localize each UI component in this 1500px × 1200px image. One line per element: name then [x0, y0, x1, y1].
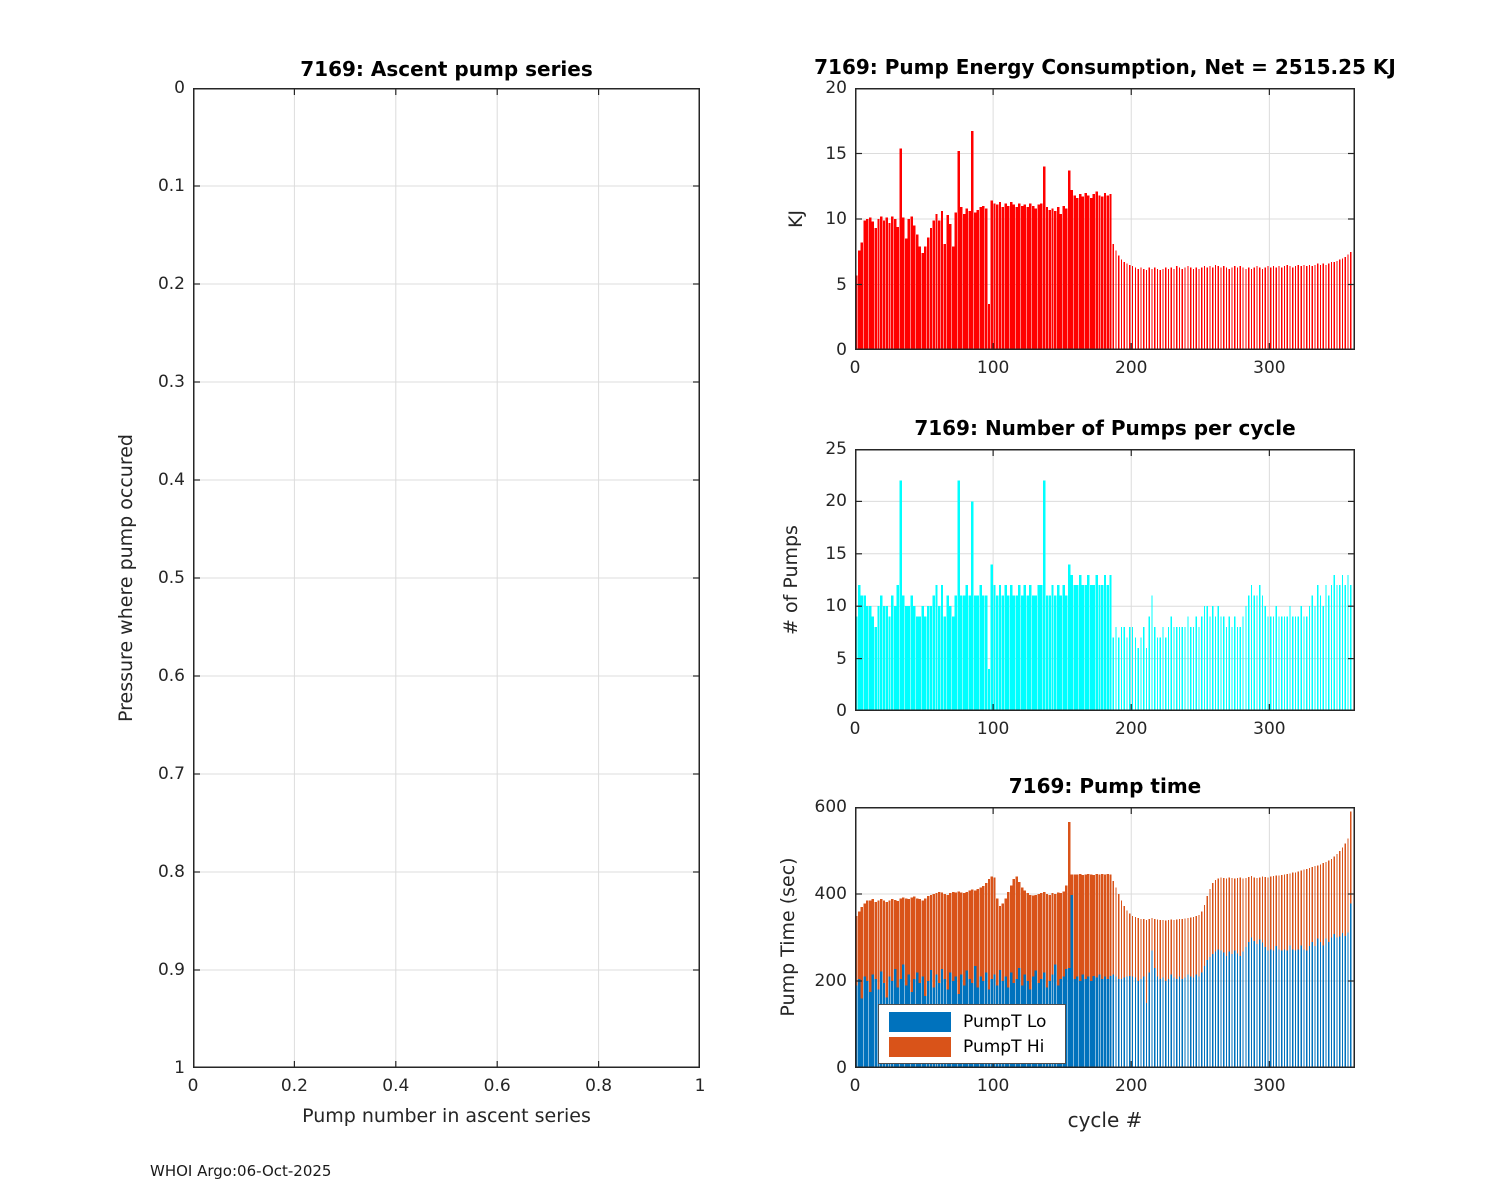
y-tick-label: 15 [825, 143, 847, 164]
pump-time-chart-title: 7169: Pump time [1008, 774, 1202, 798]
ascent-chart-canvas [193, 88, 700, 1068]
y-tick-label: 5 [836, 648, 847, 669]
y-tick-label: 10 [825, 596, 847, 617]
y-tick-label: 0 [836, 701, 847, 721]
y-tick-label: 0.9 [157, 960, 185, 980]
y-tick-label: 0.3 [157, 372, 185, 392]
x-tick-label: 200 [1115, 358, 1148, 378]
y-tick-label: 0.8 [157, 862, 185, 882]
x-tick-label: 100 [976, 358, 1010, 378]
pump-energy-chart-canvas [855, 88, 1355, 350]
y-tick-label: 20 [825, 491, 847, 512]
ascent-pump-series-chart: 7169: Ascent pump series Pressure where … [113, 43, 773, 1183]
y-tick-label: 0.4 [157, 470, 185, 490]
y-tick-label: 10 [825, 209, 847, 229]
y-tick-label: 0.2 [157, 274, 185, 294]
y-tick-label: 0.6 [157, 666, 185, 686]
pumpt-lo-label: PumpT Lo [963, 1011, 1047, 1032]
x-tick-label: 0.8 [585, 1076, 613, 1096]
y-tick-label: 0 [174, 78, 185, 98]
legend-row-pumpt-lo: PumpT Lo [889, 1011, 1055, 1032]
pump-time-x-axis-label: cycle # [1067, 1108, 1143, 1132]
y-tick-label: 15 [825, 543, 847, 564]
pumpt-hi-swatch [889, 1036, 951, 1057]
x-tick-label: 0 [187, 1076, 199, 1096]
figure-footer: WHOI Argo:06-Oct-2025 [150, 1162, 332, 1180]
y-tick-label: 600 [814, 797, 847, 817]
y-tick-label: 0.7 [157, 764, 185, 784]
x-tick-label: 0.6 [483, 1076, 511, 1096]
pumpt-lo-swatch [889, 1011, 951, 1032]
x-tick-label: 100 [976, 719, 1010, 739]
pumps-per-cycle-chart-title: 7169: Number of Pumps per cycle [914, 416, 1296, 440]
x-tick-label: 300 [1253, 1076, 1286, 1096]
y-tick-label: 0.5 [157, 568, 185, 588]
x-tick-label: 1 [694, 1076, 706, 1096]
y-tick-label: 0 [836, 1058, 847, 1078]
x-tick-label: 300 [1253, 358, 1286, 378]
y-tick-label: 400 [814, 884, 847, 904]
x-tick-label: 100 [976, 1076, 1010, 1096]
x-tick-label: 0.4 [382, 1076, 410, 1096]
y-tick-label: 0 [836, 340, 847, 360]
pumps-per-cycle-chart: 7169: Number of Pumps per cycle # of Pum… [775, 404, 1415, 764]
y-tick-label: 200 [814, 971, 847, 991]
ascent-chart-title: 7169: Ascent pump series [300, 57, 593, 81]
legend-row-pumpt-hi: PumpT Hi [889, 1036, 1055, 1057]
pumpt-hi-label: PumpT Hi [963, 1036, 1045, 1057]
y-tick-label: 1 [174, 1058, 185, 1078]
pump-energy-chart: 7169: Pump Energy Consumption, Net = 251… [775, 43, 1415, 403]
y-tick-label: 20 [825, 78, 847, 98]
x-tick-label: 0.2 [280, 1076, 308, 1096]
y-tick-label: 0.1 [157, 176, 185, 196]
x-tick-label: 200 [1115, 719, 1148, 739]
pumps-per-cycle-chart-canvas [855, 449, 1355, 711]
ascent-x-axis-label: Pump number in ascent series [302, 1105, 591, 1127]
y-tick-label: 5 [836, 274, 847, 295]
pump-time-legend: PumpT Lo PumpT Hi [878, 1004, 1066, 1064]
x-tick-label: 0 [849, 1076, 861, 1096]
pump-energy-chart-title: 7169: Pump Energy Consumption, Net = 251… [814, 55, 1396, 79]
x-tick-label: 0 [849, 719, 861, 739]
x-tick-label: 300 [1253, 719, 1286, 739]
pump-time-chart: 7169: Pump time Pump Time (sec) cycle # … [775, 762, 1415, 1192]
x-tick-label: 200 [1115, 1076, 1148, 1096]
x-tick-label: 0 [849, 358, 861, 378]
y-tick-label: 25 [825, 439, 847, 459]
